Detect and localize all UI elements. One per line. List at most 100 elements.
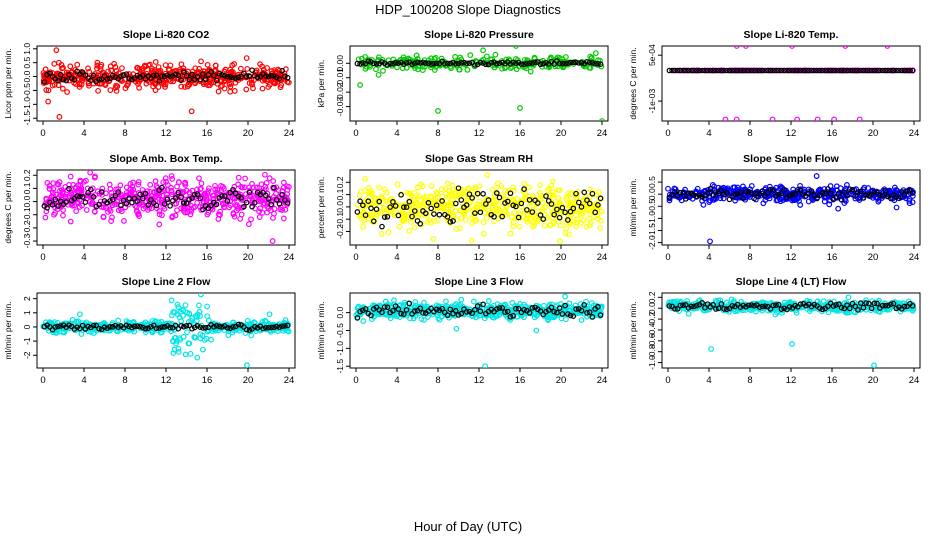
data-point-black <box>721 67 727 74</box>
data-point <box>385 229 392 236</box>
data-point <box>158 318 165 325</box>
data-point-black <box>368 312 374 319</box>
data-point-outlier <box>45 98 52 105</box>
data-point-black <box>778 67 785 74</box>
data-point <box>752 308 759 315</box>
data-point <box>540 308 546 315</box>
data-point <box>160 179 167 186</box>
data-point <box>112 64 119 70</box>
data-point-black <box>403 307 410 313</box>
data-point-black <box>718 301 725 307</box>
y-axis-label: degrees C per min. <box>628 47 638 119</box>
data-point-black <box>150 72 157 79</box>
data-point-black <box>282 197 288 203</box>
x-tick-label: 24 <box>284 128 295 139</box>
data-point <box>214 80 221 87</box>
data-point-black <box>354 60 361 67</box>
data-point <box>592 308 598 315</box>
data-point-black <box>480 190 486 197</box>
data-point-outlier <box>707 238 713 245</box>
data-point-black <box>567 208 574 215</box>
data-point <box>284 183 290 190</box>
data-point-black <box>559 311 566 317</box>
data-point <box>107 207 114 214</box>
data-point-black <box>855 307 861 313</box>
data-point-black <box>778 306 785 312</box>
data-point-black <box>515 214 522 221</box>
data-point <box>45 87 52 94</box>
data-point-black <box>276 324 283 330</box>
data-point-black <box>857 300 864 306</box>
data-point-black <box>562 209 568 216</box>
x-tick-label: 12 <box>474 252 485 263</box>
data-point-black <box>669 67 675 74</box>
data-point <box>550 189 557 195</box>
y-tick-label: -0.5 <box>22 83 32 98</box>
data-point <box>59 85 66 92</box>
data-point <box>597 303 604 310</box>
data-point <box>418 316 425 322</box>
data-point-outlier <box>187 350 194 357</box>
data-point-black <box>66 72 72 78</box>
data-point-black <box>392 203 399 209</box>
data-points <box>41 170 292 244</box>
x-tick-label: 16 <box>515 252 526 263</box>
data-point <box>390 210 397 217</box>
data-point-black <box>213 323 220 329</box>
y-tick-label: -0.2 <box>647 311 657 326</box>
data-point <box>60 212 66 219</box>
data-point-black <box>384 304 391 311</box>
data-point-black <box>567 59 574 66</box>
data-point-black <box>578 204 585 210</box>
data-point <box>844 309 851 316</box>
data-point <box>827 183 834 189</box>
data-point-black <box>901 67 908 74</box>
data-point-black <box>271 184 277 191</box>
x-tick-label: 20 <box>243 375 254 386</box>
data-point <box>427 193 434 200</box>
data-point <box>168 297 175 304</box>
data-point-black <box>241 203 247 210</box>
data-point <box>491 302 497 309</box>
data-point-black <box>811 67 818 74</box>
data-point-black <box>795 186 801 193</box>
data-point-black <box>205 72 212 78</box>
x-tick-label: 0 <box>353 375 358 386</box>
data-point-black <box>178 194 184 201</box>
data-point-black <box>836 67 842 74</box>
data-point <box>67 218 74 225</box>
data-point <box>217 208 224 215</box>
data-point-black <box>183 200 190 207</box>
data-point-black <box>759 303 766 310</box>
data-point <box>185 318 192 325</box>
data-point-black <box>907 67 913 74</box>
data-point-black <box>55 323 61 330</box>
data-point <box>496 207 503 214</box>
data-point <box>525 184 532 191</box>
data-point <box>221 185 227 192</box>
data-point-black <box>874 189 880 196</box>
data-point-black <box>863 67 869 74</box>
data-point <box>545 317 551 323</box>
data-point <box>282 206 289 213</box>
y-tick-label: -1 <box>22 337 32 345</box>
data-point-black <box>444 312 451 318</box>
data-point-black <box>743 189 749 195</box>
data-point <box>279 207 286 213</box>
data-point <box>587 211 593 217</box>
data-point-black <box>112 192 119 199</box>
data-point <box>529 218 536 225</box>
data-point-black <box>830 67 837 74</box>
data-point <box>162 62 169 69</box>
data-point-black <box>175 72 182 79</box>
data-point <box>273 190 279 197</box>
data-point <box>573 223 580 230</box>
data-point <box>597 225 604 231</box>
data-point <box>73 208 80 214</box>
y-tick-label: -0.2 <box>335 224 345 239</box>
data-point-black <box>120 72 127 79</box>
data-point-black <box>674 306 681 312</box>
data-point-black <box>115 324 121 330</box>
data-point-black <box>759 188 766 194</box>
data-point-black <box>362 306 369 312</box>
